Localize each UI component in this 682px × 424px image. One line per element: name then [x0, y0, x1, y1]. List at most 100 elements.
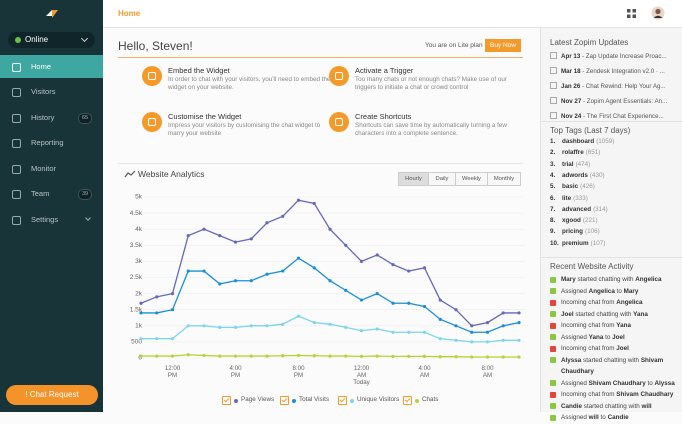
tag-count: (314) — [593, 205, 608, 213]
update-item[interactable]: Apr 13 - Zap Update Increase Proac... — [550, 52, 678, 61]
data-point — [296, 314, 301, 318]
tags-title: Top Tags (Last 7 days) — [550, 126, 631, 135]
data-point — [344, 325, 348, 330]
feature-icon — [329, 112, 349, 132]
tag-count: (221) — [582, 217, 598, 225]
tag-count: (430) — [589, 171, 605, 179]
activity-title: Recent Website Activity — [550, 262, 634, 271]
data-point — [454, 308, 458, 312]
menu-label: Monitor — [31, 163, 57, 173]
range-button[interactable]: Daily — [428, 172, 456, 186]
data-point — [485, 320, 490, 325]
activity-text: Assigned — [561, 379, 589, 387]
update-text: - Zopim Agent Essentials: An... — [581, 98, 668, 105]
tag-item[interactable]: 4. adwords (430) — [550, 172, 678, 181]
activity-text: Mary — [561, 276, 576, 283]
range-button[interactable]: Hourly — [398, 172, 429, 186]
data-point — [422, 330, 427, 334]
menu-item[interactable]: Settings — [0, 208, 103, 231]
menu-item[interactable]: History 65 — [0, 106, 103, 129]
data-point — [265, 272, 269, 276]
tag-name: adwords — [562, 171, 588, 179]
feature-title: Activate a Trigger — [355, 66, 414, 75]
activity-item: Assigned Yana to Joel — [550, 332, 678, 344]
tag-rank: 10. — [550, 239, 559, 247]
data-point — [344, 288, 348, 292]
update-item[interactable]: Nov 27 - Zopim Agent Essentials: An... — [550, 97, 678, 106]
tag-item[interactable]: 6. lite (333) — [550, 195, 678, 204]
sidebar: Online Home Visitors History 65 Reporting Mon… — [0, 0, 103, 412]
activity-text: Joel — [616, 345, 629, 352]
status-dropdown[interactable]: Online — [8, 32, 95, 48]
data-point — [170, 308, 175, 312]
status-dot — [15, 37, 21, 43]
tag-rank: 5. — [550, 183, 556, 191]
tag-name: trial — [562, 160, 574, 168]
tag-count: (106) — [585, 228, 600, 236]
menu-item[interactable]: Team 39 — [0, 182, 103, 205]
data-point — [391, 263, 395, 267]
x-tick-label: 4:00 AM — [418, 365, 431, 380]
data-point — [375, 354, 379, 358]
y-tick-label: 1.5k — [130, 306, 143, 313]
menu-item[interactable]: Visitors — [0, 80, 103, 103]
activity-text: started chatting with — [581, 356, 641, 364]
update-item[interactable]: Jan 26 - Chat Rewind: Help Your Ag... — [550, 82, 678, 91]
activity-text: started chatting with — [582, 402, 642, 410]
tag-item[interactable]: 10. premium (107) — [550, 240, 678, 249]
menu-item[interactable]: Reporting — [0, 131, 103, 154]
feature-text: In order to chat with your visitors, you… — [168, 76, 331, 91]
tag-rank: 2. — [550, 149, 556, 157]
tag-item[interactable]: 1. dashboard (1059) — [550, 138, 678, 147]
update-item[interactable]: Nov 24 - The First Chat Experience... — [550, 112, 678, 121]
data-point — [359, 298, 364, 302]
tag-item[interactable]: 5. basic (426) — [550, 183, 678, 192]
data-point — [249, 237, 253, 241]
update-item[interactable]: Mar 18 - Zendesk Integration v2.0 · ... — [550, 67, 678, 76]
tag-item[interactable]: 7. advanced (314) — [550, 206, 678, 215]
tag-item[interactable]: 2. rolaffre (651) — [550, 149, 678, 158]
tag-item[interactable]: 3. trial (474) — [550, 161, 678, 170]
buy-now-button[interactable]: Buy Now — [485, 39, 521, 52]
x-tick-label: 8:00 AM — [481, 365, 494, 380]
activity-item: Assigned Shivam Chaudhary to Alyssa — [550, 378, 678, 390]
y-tick-label: 4k — [135, 226, 143, 233]
data-point — [139, 311, 143, 315]
feature-icon — [142, 112, 162, 132]
chat-request-button[interactable]: ! Chat Request — [6, 385, 98, 405]
activity-text: Assigned — [561, 333, 589, 341]
update-text: - The First Chat Experience... — [581, 113, 664, 120]
update-text: - Zap Update Increase Proac... — [580, 53, 667, 60]
menu-icon — [12, 190, 21, 199]
activity-text: Incoming chat from — [561, 345, 617, 352]
data-point — [407, 330, 411, 334]
range-button[interactable]: Weekly — [455, 172, 488, 186]
tag-item[interactable]: 8. xgood (221) — [550, 217, 678, 226]
avatar[interactable] — [651, 6, 665, 20]
data-point — [438, 337, 442, 341]
menu-icon — [12, 215, 21, 225]
menu-item[interactable]: Monitor — [0, 157, 103, 180]
activity-text: to — [614, 287, 624, 295]
series-line — [140, 199, 519, 327]
data-point — [501, 338, 505, 342]
activity-text: Incoming chat from — [561, 322, 617, 329]
apps-icon[interactable] — [627, 9, 637, 19]
data-point — [422, 266, 427, 270]
tag-item[interactable]: 9. pricing (106) — [550, 228, 678, 237]
activity-text: Shivam Chaudhary — [561, 356, 664, 376]
update-date: Nov 27 — [561, 98, 582, 105]
range-button[interactable]: Monthly — [487, 172, 521, 186]
tag-name: premium — [562, 239, 589, 247]
menu-item[interactable]: Home — [0, 54, 103, 78]
activity-text: Yana — [616, 322, 631, 329]
menu-label: Team — [31, 189, 50, 198]
chevron — [80, 34, 89, 43]
data-point — [155, 354, 159, 358]
feature-title: Customise the Widget — [168, 112, 242, 121]
data-point — [359, 329, 364, 333]
activity-text: Joel — [561, 310, 574, 318]
divider — [541, 121, 682, 122]
activity-text: Assigned — [561, 287, 589, 295]
y-tick-label: 1k — [135, 323, 143, 330]
